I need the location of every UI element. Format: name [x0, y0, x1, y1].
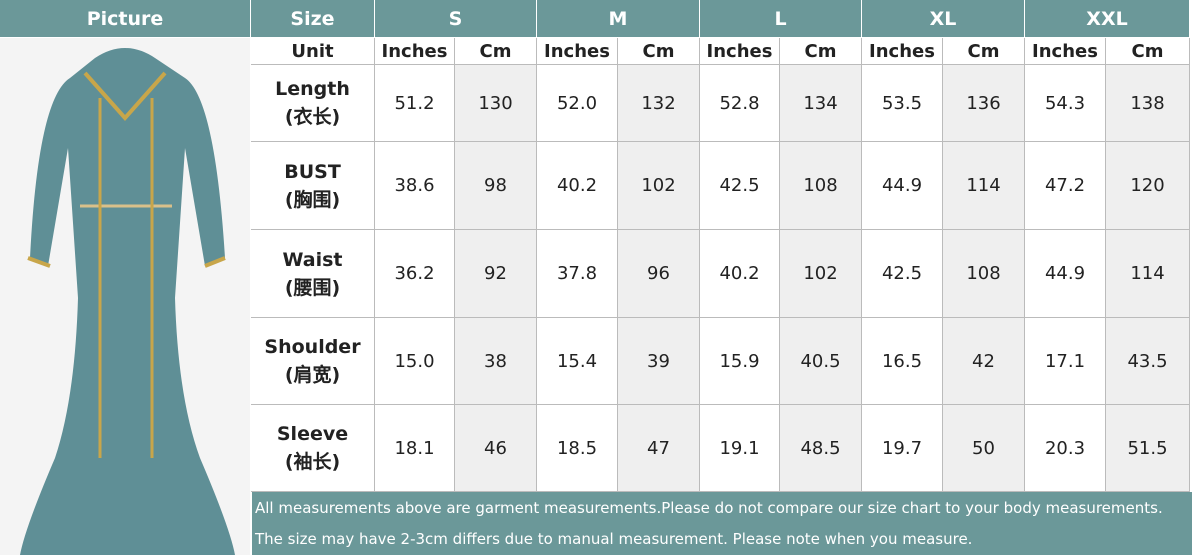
measurement: 52.8: [700, 65, 780, 142]
measurement: 39: [618, 318, 700, 405]
measurement: 50: [943, 405, 1025, 492]
measurement: 92: [455, 230, 537, 318]
measurement: 102: [780, 230, 862, 318]
measurement: 19.1: [700, 405, 780, 492]
unit: Cm: [943, 38, 1025, 65]
dress-picture: [0, 38, 250, 555]
measurement: 52.0: [537, 65, 618, 142]
row-label: (袖长): [284, 451, 341, 473]
row-label: Sleeve (袖长): [251, 405, 375, 492]
measurement: 40.2: [537, 142, 618, 230]
measurement: 19.7: [862, 405, 943, 492]
unit: Inches: [700, 38, 780, 65]
measurement: 36.2: [375, 230, 455, 318]
measurement: 40.5: [780, 318, 862, 405]
measurement: 18.5: [537, 405, 618, 492]
measurement: 15.4: [537, 318, 618, 405]
size-name: M: [537, 0, 700, 38]
measurement: 42.5: [700, 142, 780, 230]
measurement: 18.1: [375, 405, 455, 492]
measurement: 51.5: [1106, 405, 1190, 492]
measurement: 53.5: [862, 65, 943, 142]
measurement: 15.9: [700, 318, 780, 405]
row-label: Length: [275, 78, 350, 100]
row-label: BUST (胸围): [251, 142, 375, 230]
unit: Inches: [375, 38, 455, 65]
row-label: Shoulder (肩宽): [251, 318, 375, 405]
unit: Inches: [862, 38, 943, 65]
measurement: 47.2: [1025, 142, 1106, 230]
unit: Inches: [1025, 38, 1106, 65]
measurement: 134: [780, 65, 862, 142]
row-label: Waist: [282, 248, 343, 271]
note: All measurements above are garment measu…: [252, 492, 1192, 523]
measurement: 138: [1106, 65, 1190, 142]
measurement: 44.9: [1025, 230, 1106, 318]
measurement: 51.2: [375, 65, 455, 142]
measurement: 48.5: [780, 405, 862, 492]
unit: Cm: [780, 38, 862, 65]
unit: Cm: [455, 38, 537, 65]
measurement: 108: [943, 230, 1025, 318]
size-name: L: [700, 0, 862, 38]
measurement: 96: [618, 230, 700, 318]
measurement: 98: [455, 142, 537, 230]
measurement: 136: [943, 65, 1025, 142]
unit: Inches: [537, 38, 618, 65]
row-label: (腰围): [284, 276, 341, 299]
measurement: 40.2: [700, 230, 780, 318]
measurement: 54.3: [1025, 65, 1106, 142]
measurement: 42: [943, 318, 1025, 405]
row-label: (胸围): [284, 188, 341, 211]
measurement: 37.8: [537, 230, 618, 318]
measurement: 20.3: [1025, 405, 1106, 492]
measurement: 102: [618, 142, 700, 230]
row-label: (衣长): [284, 106, 341, 128]
unit: Cm: [618, 38, 700, 65]
measurement: 38.6: [375, 142, 455, 230]
size-header: Size: [251, 0, 375, 38]
size-name: XXL: [1025, 0, 1190, 38]
measurement: 108: [780, 142, 862, 230]
row-label: Length (衣长): [251, 65, 375, 142]
measurement: 47: [618, 405, 700, 492]
picture-header: Picture: [0, 0, 251, 38]
row-label: BUST: [284, 160, 341, 183]
measurement: 132: [618, 65, 700, 142]
measurement: 16.5: [862, 318, 943, 405]
row-label: (肩宽): [284, 364, 341, 386]
measurement: 46: [455, 405, 537, 492]
measurement: 42.5: [862, 230, 943, 318]
measurement: 43.5: [1106, 318, 1190, 405]
size-name: S: [375, 0, 537, 38]
measurement: 15.0: [375, 318, 455, 405]
row-label: Sleeve: [276, 423, 349, 445]
row-label: Waist (腰围): [251, 230, 375, 318]
measurement: 44.9: [862, 142, 943, 230]
measurement: 114: [943, 142, 1025, 230]
measurement: 17.1: [1025, 318, 1106, 405]
size-name: XL: [862, 0, 1025, 38]
note: The size may have 2-3cm differs due to m…: [252, 523, 1192, 555]
measurement: 38: [455, 318, 537, 405]
measurement: 130: [455, 65, 537, 142]
row-label: Shoulder: [264, 336, 361, 358]
unit-label: Unit: [251, 38, 375, 65]
unit: Cm: [1106, 38, 1190, 65]
measurement: 120: [1106, 142, 1190, 230]
measurement: 114: [1106, 230, 1190, 318]
